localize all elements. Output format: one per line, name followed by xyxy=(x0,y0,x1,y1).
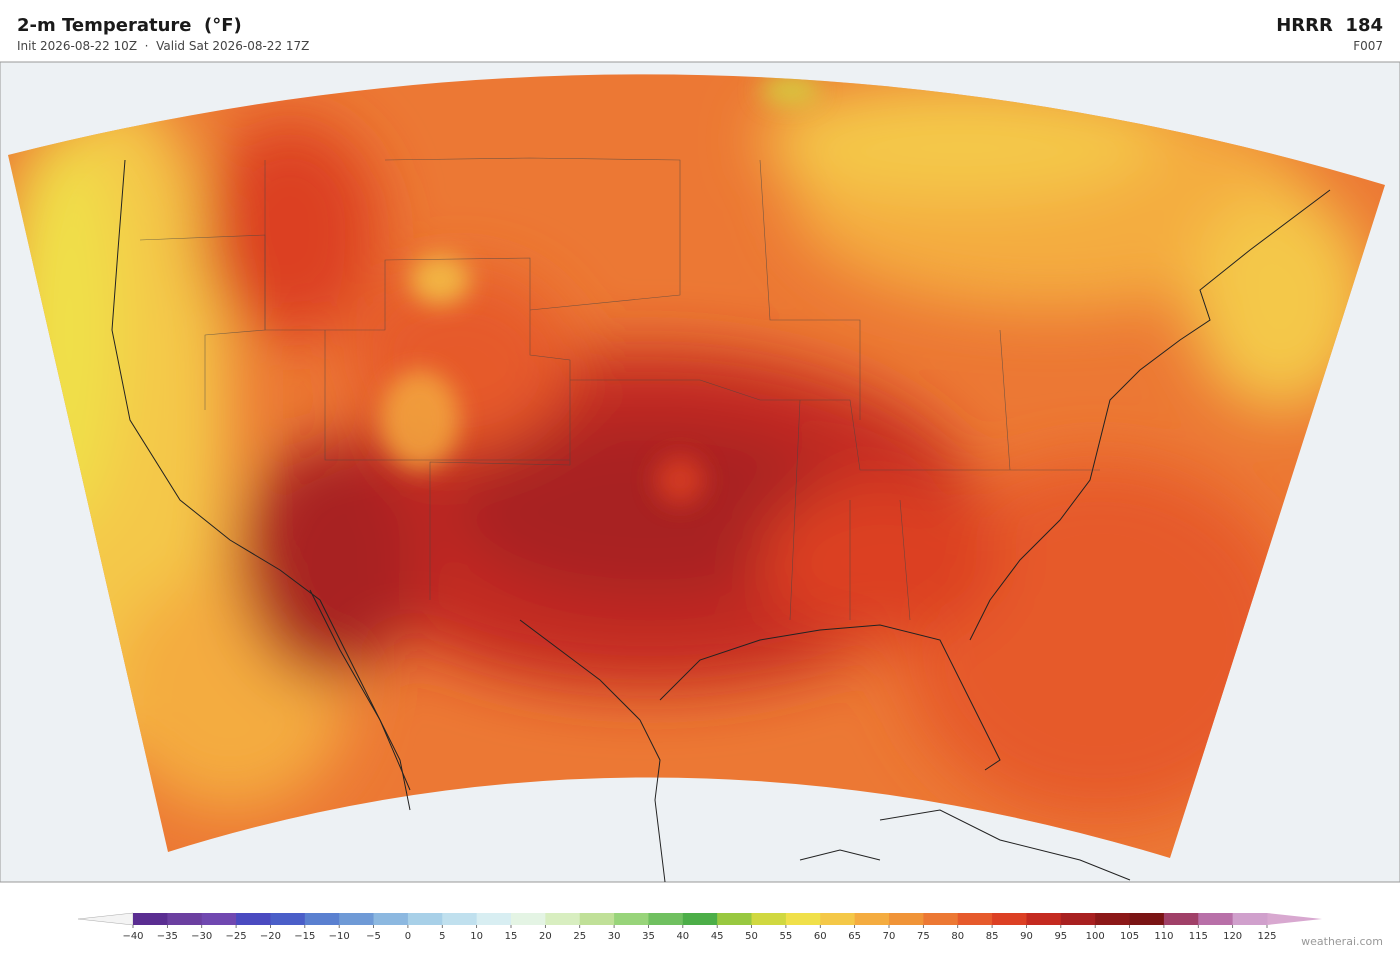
colorbar-bin xyxy=(339,913,374,925)
colorbar-bin xyxy=(373,913,409,925)
colorbar-tick-label: 45 xyxy=(711,931,724,942)
colorbar-tick-label: −15 xyxy=(294,931,315,942)
colorbar-tick-label: −20 xyxy=(260,931,281,942)
colorbar-bin xyxy=(579,913,615,925)
colorbar-tick-label: 5 xyxy=(439,931,445,942)
colorbar-over xyxy=(1267,913,1322,925)
colorbar-tick-label: 100 xyxy=(1086,931,1105,942)
state-borders xyxy=(139,157,1100,621)
colorbar-bin xyxy=(1232,913,1268,925)
colorbar-tick-label: 60 xyxy=(814,931,827,942)
colorbar-tick-label: 115 xyxy=(1189,931,1208,942)
colorbar-bin xyxy=(1163,913,1199,925)
colorbar-bin xyxy=(236,913,271,925)
colorbar-bin xyxy=(854,913,890,925)
colorbar-bin xyxy=(751,913,787,925)
colorbar-tick-label: −10 xyxy=(329,931,350,942)
colorbar-bin xyxy=(442,913,478,925)
credit: weatherai.com xyxy=(1301,935,1383,948)
colorbar-tick-label: 30 xyxy=(608,931,621,942)
colorbar-tick-label: 70 xyxy=(883,931,896,942)
colorbar-bin xyxy=(1129,913,1165,925)
colorbar-bin xyxy=(1095,913,1130,925)
colorbar-under xyxy=(77,912,134,926)
colorbar-tick-label: −40 xyxy=(122,931,143,942)
colorbar-bin xyxy=(201,913,237,925)
colorbar-bin xyxy=(992,913,1027,925)
colorbar-tick-label: 95 xyxy=(1054,931,1067,942)
colorbar-bin xyxy=(545,913,581,925)
colorbar-tick-label: 50 xyxy=(745,931,758,942)
colorbar-tick-label: 40 xyxy=(676,931,689,942)
colorbar-bin xyxy=(785,913,821,925)
colorbar-bin xyxy=(304,913,340,925)
colorbar-bin xyxy=(717,913,752,925)
colorbar-tick-label: −30 xyxy=(191,931,212,942)
colorbar-bin xyxy=(1060,913,1096,925)
colorbar-bin xyxy=(167,913,203,925)
colorbar-bin xyxy=(923,913,959,925)
colorbar-tick-label: 0 xyxy=(405,931,411,942)
colorbar-bin xyxy=(511,913,546,925)
colorbar-bin xyxy=(133,913,168,925)
colorbar-bin xyxy=(476,913,512,925)
colorbar-tick-label: 65 xyxy=(848,931,861,942)
colorbar-tick-label: −25 xyxy=(226,931,247,942)
colorbar-bin xyxy=(1198,913,1234,925)
colorbar-tick-label: −35 xyxy=(157,931,178,942)
colorbar-tick-label: 105 xyxy=(1120,931,1139,942)
coastlines xyxy=(111,159,1331,883)
colorbar-tick-label: 35 xyxy=(642,931,655,942)
title: 2-m Temperature (°F) xyxy=(17,15,242,36)
colorbar-bin xyxy=(407,913,443,925)
colorbar-bin xyxy=(648,913,684,925)
colorbar-tick-label: 125 xyxy=(1257,931,1276,942)
colorbar-tick-label: 120 xyxy=(1223,931,1242,942)
colorbar-bin xyxy=(270,913,306,925)
colorbar-bin xyxy=(614,913,649,925)
colorbar-tick-label: 85 xyxy=(986,931,999,942)
colorbar-tick-label: −5 xyxy=(366,931,381,942)
colorbar-tick-label: 15 xyxy=(505,931,518,942)
colorbar-tick-label: 20 xyxy=(539,931,552,942)
subtitle: Init 2026-08-22 10Z · Valid Sat 2026-08-… xyxy=(17,39,310,53)
forecast-hour: F007 xyxy=(1353,39,1383,53)
colorbar-bin xyxy=(682,913,718,925)
colorbar-bin xyxy=(820,913,856,925)
model: HRRR 184 xyxy=(1276,15,1383,36)
colorbar-tick-label: 80 xyxy=(951,931,964,942)
colorbar-bin xyxy=(889,913,924,925)
colorbar-tick-label: 25 xyxy=(573,931,586,942)
colorbar-tick-label: 110 xyxy=(1154,931,1173,942)
colorbar-bin xyxy=(957,913,993,925)
colorbar-bin xyxy=(1026,913,1062,925)
colorbar-tick-label: 10 xyxy=(470,931,483,942)
colorbar-tick-label: 55 xyxy=(780,931,793,942)
temperature-field xyxy=(8,74,1385,858)
colorbar-tick-label: 75 xyxy=(917,931,930,942)
colorbar-tick-label: 90 xyxy=(1020,931,1033,942)
